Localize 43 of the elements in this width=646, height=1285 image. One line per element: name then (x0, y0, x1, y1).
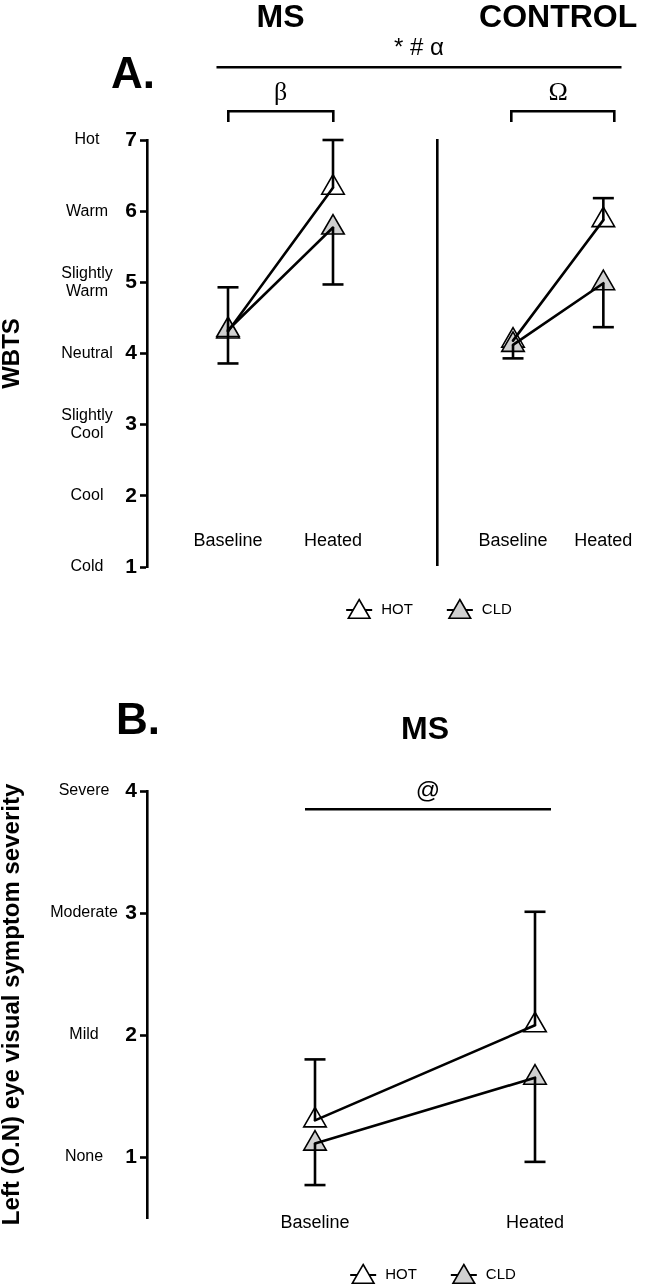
y-tick-label: 4 (125, 777, 138, 801)
legend-label: HOT (381, 600, 413, 618)
x-tick-label: Heated (505, 1211, 565, 1232)
y-tick-label: 5 (125, 269, 138, 293)
text: * # α (394, 32, 445, 60)
y-tick-label: 4 (125, 340, 138, 364)
text: Hot (74, 130, 100, 148)
x-tick-label: Heated (574, 529, 633, 550)
chart-title: MS (401, 709, 449, 746)
y-tick-label: 1 (125, 1143, 138, 1167)
y-axis-title: Left (O.N) eye visual symptom severity (0, 783, 24, 1226)
text: β (273, 76, 288, 106)
legend-label: CLD (485, 1265, 516, 1283)
text: Cool (70, 486, 104, 504)
text: Ω (548, 76, 568, 106)
chart-title: CONTROL (479, 0, 638, 34)
chart-title: MS (256, 0, 305, 34)
y-tick-label: 2 (125, 482, 137, 506)
text: Warm (65, 201, 109, 219)
text: Neutral (61, 343, 113, 361)
text: A. (111, 48, 155, 98)
legend-label: HOT (385, 1265, 417, 1283)
text: Mild (69, 1025, 99, 1043)
text: Cold (70, 557, 104, 575)
text: Severe (58, 781, 110, 799)
text: Slightly Cool (61, 406, 113, 441)
ref-line-label: @ (415, 775, 441, 803)
x-tick-label: Baseline (478, 529, 548, 550)
y-tick-label: 2 (125, 1021, 137, 1045)
y-tick-label: 3 (125, 899, 137, 923)
y-axis-title: WBTS (0, 318, 24, 389)
y-tick-label: 3 (125, 411, 137, 435)
text: Slightly Warm (61, 263, 113, 299)
text: B. (116, 694, 160, 744)
y-tick-label: 7 (125, 126, 137, 150)
x-tick-label: Baseline (280, 1211, 350, 1232)
x-tick-label: Heated (303, 529, 363, 550)
y-tick-label: 6 (125, 197, 137, 221)
y-tick-label: 1 (125, 553, 138, 577)
text: None (64, 1147, 104, 1165)
legend-label: CLD (481, 600, 512, 618)
x-tick-label: Baseline (193, 529, 263, 550)
text: Moderate (50, 903, 118, 921)
